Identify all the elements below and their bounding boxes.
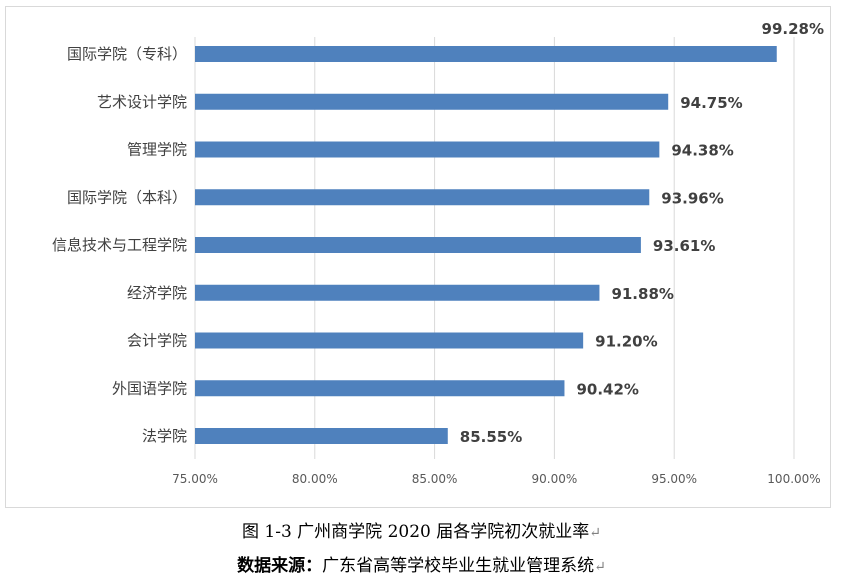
data-label: 99.28% <box>762 20 824 38</box>
bar-chart: 75.00% 80.00% 85.00% 90.00% 95.00% 100.00% 国际学… <box>52 20 824 486</box>
category-label: 外国语学院 <box>112 379 187 397</box>
category-label: 国际学院（本科） <box>67 188 187 206</box>
data-label: 90.42% <box>576 380 638 398</box>
bar <box>195 141 660 158</box>
figure-caption: 图 1-3 广州商学院 2020 届各学院初次就业率↵ <box>0 517 843 542</box>
bar <box>195 428 448 444</box>
source-label: 数据来源： <box>237 556 323 576</box>
bar <box>195 189 650 206</box>
category-label: 法学院 <box>142 427 187 445</box>
bar <box>195 237 641 253</box>
data-label: 93.61% <box>653 237 715 255</box>
category-label: 经济学院 <box>127 284 187 302</box>
data-label: 93.96% <box>661 189 723 207</box>
data-label: 91.88% <box>611 285 673 303</box>
category-label: 国际学院（专科） <box>67 45 187 63</box>
data-source-line: 数据来源：广东省高等学校毕业生就业管理系统↵ <box>0 551 843 576</box>
return-mark: ↵ <box>589 525 601 541</box>
x-tick-label: 85.00% <box>412 472 458 486</box>
x-tick-label: 75.00% <box>172 472 218 486</box>
data-label: 91.20% <box>595 333 657 351</box>
category-label: 艺术设计学院 <box>97 93 187 111</box>
category-label: 信息技术与工程学院 <box>52 236 187 254</box>
bar <box>195 380 565 397</box>
data-label: 94.38% <box>671 142 733 160</box>
data-label: 85.55% <box>460 428 522 446</box>
bar <box>195 46 777 62</box>
source-text: 广东省高等学校毕业生就业管理系统 <box>322 556 595 576</box>
x-tick-label: 100.00% <box>767 472 820 486</box>
category-label: 管理学院 <box>127 141 187 159</box>
caption-text: 图 1-3 广州商学院 2020 届各学院初次就业率 <box>242 522 590 542</box>
bar <box>195 93 669 110</box>
bar <box>195 284 600 301</box>
x-tick-label: 95.00% <box>651 472 697 486</box>
bar <box>195 332 584 349</box>
x-tick-label: 80.00% <box>292 472 338 486</box>
return-mark: ↵ <box>594 559 606 575</box>
x-tick-label: 90.00% <box>532 472 578 486</box>
category-label: 会计学院 <box>127 332 187 350</box>
data-label: 94.75% <box>680 94 742 112</box>
chart-frame: 75.00% 80.00% 85.00% 90.00% 95.00% 100.00% 国际学… <box>5 6 831 508</box>
